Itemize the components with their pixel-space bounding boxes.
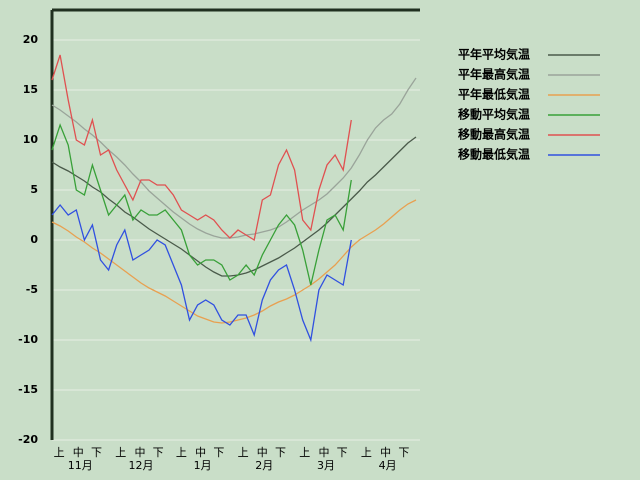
y-tick-label: 5 (30, 183, 38, 196)
month-label: 1月 (194, 459, 212, 472)
x-tick-label: 下 (337, 446, 348, 459)
y-tick-label: -10 (18, 333, 38, 346)
legend-label: 移動平均気温 (458, 107, 530, 122)
x-tick-label: 中 (257, 446, 268, 459)
series-line (51, 203, 352, 343)
x-tick-label: 中 (380, 446, 391, 459)
series-line (51, 136, 417, 277)
legend-label: 平年最高気温 (458, 67, 530, 82)
x-tick-label: 中 (134, 446, 145, 459)
x-tick-label: 上 (238, 446, 249, 459)
y-tick-label: -15 (18, 383, 38, 396)
series-line (51, 77, 417, 239)
x-tick-label: 下 (275, 446, 286, 459)
month-label: 4月 (379, 459, 397, 472)
series-line (51, 123, 352, 286)
x-tick-label: 上 (176, 446, 187, 459)
legend-label: 平年最低気温 (458, 87, 530, 102)
y-tick-label: -5 (26, 283, 38, 296)
series-line (51, 199, 417, 324)
month-label: 11月 (68, 459, 93, 472)
y-tick-label: 10 (23, 133, 39, 146)
x-tick-label: 上 (361, 446, 372, 459)
legend-label: 移動最低気温 (458, 147, 530, 162)
x-tick-label: 上 (115, 446, 126, 459)
y-tick-label: 0 (30, 233, 38, 246)
month-label: 12月 (128, 459, 153, 472)
legend-label: 平年平均気温 (458, 47, 530, 62)
month-label: 3月 (317, 459, 335, 472)
x-tick-label: 下 (213, 446, 224, 459)
y-tick-label: -20 (18, 433, 38, 446)
x-tick-label: 下 (153, 446, 164, 459)
x-tick-label: 中 (195, 446, 206, 459)
series-line (51, 54, 352, 242)
month-label: 2月 (255, 459, 273, 472)
x-tick-label: 上 (54, 446, 65, 459)
legend-label: 移動最高気温 (458, 127, 530, 142)
y-tick-label: 20 (23, 33, 39, 46)
x-tick-label: 中 (73, 446, 84, 459)
x-tick-label: 下 (398, 446, 409, 459)
x-tick-label: 中 (318, 446, 329, 459)
x-tick-label: 下 (91, 446, 102, 459)
x-tick-label: 上 (299, 446, 310, 459)
y-tick-label: 15 (23, 83, 38, 96)
